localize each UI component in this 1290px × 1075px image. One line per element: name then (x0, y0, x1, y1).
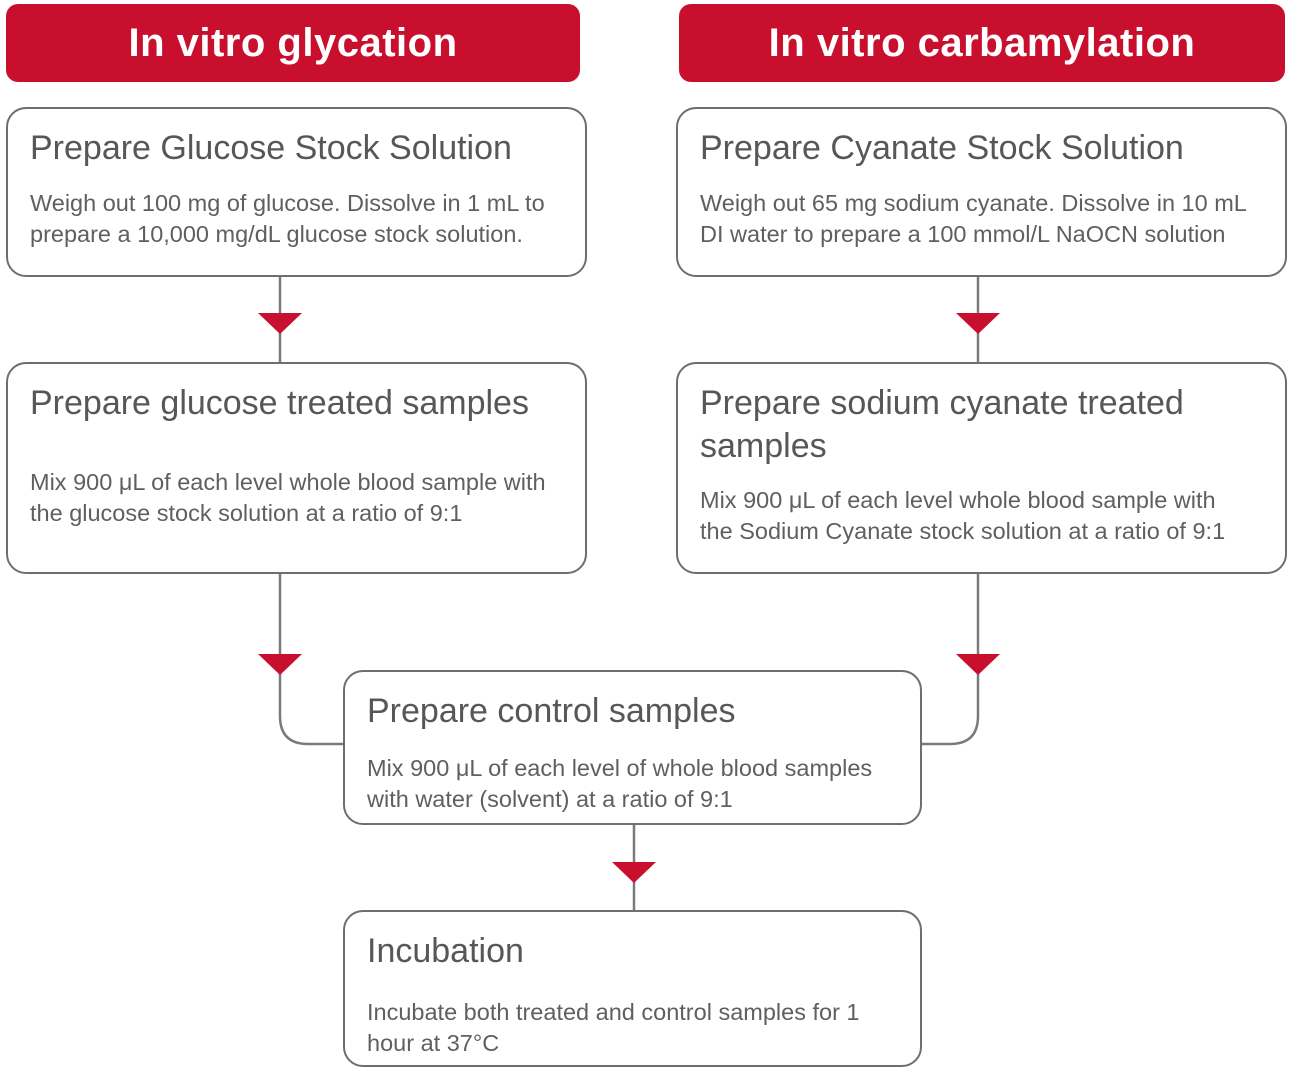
arrow-down-icon (258, 654, 302, 675)
glycation-banner: In vitro glycation (6, 4, 580, 82)
carbamylation-banner: In vitro carbamylation (679, 4, 1285, 82)
arrow-down-icon (258, 313, 302, 334)
glucose-stock-title: Prepare Glucose Stock Solution (30, 129, 512, 167)
connector-line (278, 574, 344, 746)
glucose-stock-box: Prepare Glucose Stock Solution Weigh out… (6, 107, 587, 277)
glucose-treated-body: Mix 900 μL of each level whole blood sam… (30, 468, 546, 526)
glucose-treated-title: Prepare glucose treated samples (30, 384, 529, 422)
control-samples-title: Prepare control samples (367, 692, 736, 730)
arrow-down-icon (956, 654, 1000, 675)
control-samples-box: Prepare control samples Mix 900 μL of ea… (343, 670, 922, 825)
cyanate-treated-box: Prepare sodium cyanate treated samples M… (676, 362, 1287, 574)
glucose-treated-box: Prepare glucose treated samples Mix 900 … (6, 362, 587, 574)
control-samples-body: Mix 900 μL of each level of whole blood … (367, 754, 873, 812)
cyanate-treated-title: Prepare sodium cyanate treated samples (700, 384, 1184, 465)
incubation-body: Incubate both treated and control sample… (367, 998, 860, 1056)
cyanate-stock-body: Weigh out 65 mg sodium cyanate. Dissolve… (700, 189, 1247, 247)
cyanate-treated-body: Mix 900 μL of each level whole blood sam… (700, 487, 1226, 545)
incubation-box: Incubation Incubate both treated and con… (343, 910, 922, 1067)
connector-line (921, 574, 980, 746)
incubation-title: Incubation (367, 932, 524, 970)
arrow-down-icon (956, 313, 1000, 334)
arrow-down-icon (612, 862, 656, 883)
glucose-stock-body: Weigh out 100 mg of glucose. Dissolve in… (30, 189, 545, 247)
cyanate-stock-box: Prepare Cyanate Stock Solution Weigh out… (676, 107, 1287, 277)
cyanate-stock-title: Prepare Cyanate Stock Solution (700, 129, 1184, 167)
